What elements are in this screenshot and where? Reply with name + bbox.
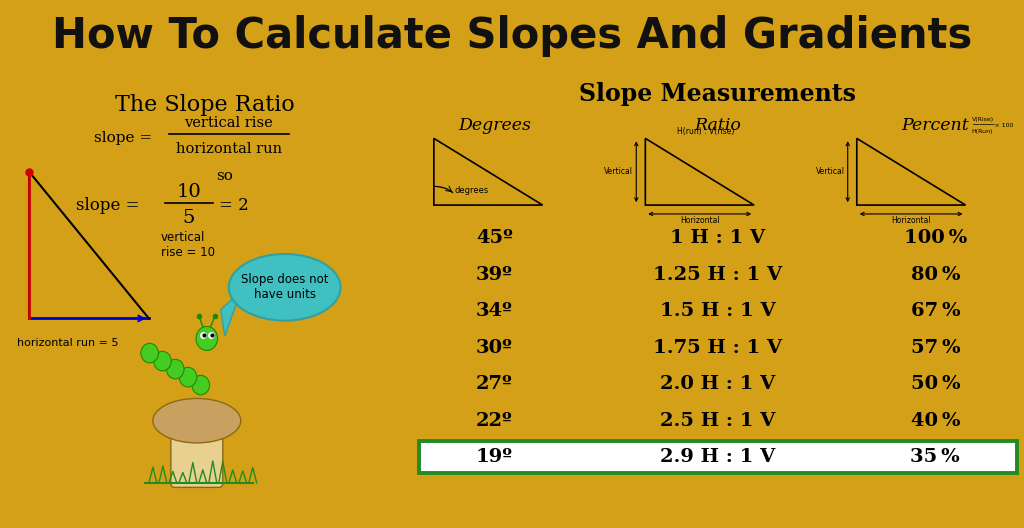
Text: 67 %: 67 % — [910, 303, 961, 320]
Text: 35 %: 35 % — [910, 448, 961, 466]
Text: = 2: = 2 — [219, 196, 249, 213]
Text: How To Calculate Slopes And Gradients: How To Calculate Slopes And Gradients — [52, 15, 972, 56]
Circle shape — [141, 343, 159, 363]
Text: Vertical: Vertical — [816, 167, 845, 176]
Text: Vertical: Vertical — [604, 167, 633, 176]
Text: 5: 5 — [182, 210, 195, 228]
Text: so: so — [216, 169, 233, 183]
Text: Horizontal: Horizontal — [891, 216, 931, 225]
Text: horizontal run = 5: horizontal run = 5 — [17, 338, 119, 348]
Text: 27º: 27º — [476, 375, 513, 393]
Text: 45º: 45º — [476, 229, 513, 248]
Text: 100 %: 100 % — [904, 229, 967, 248]
Text: vertical
rise = 10: vertical rise = 10 — [161, 231, 215, 259]
Text: Ratio: Ratio — [694, 117, 741, 134]
Text: H(run) : V(rise): H(run) : V(rise) — [677, 127, 734, 136]
Text: Slope Measurements: Slope Measurements — [580, 82, 856, 106]
Text: 57 %: 57 % — [910, 339, 961, 357]
Text: 19º: 19º — [476, 448, 513, 466]
Text: degrees: degrees — [455, 186, 488, 195]
Ellipse shape — [153, 399, 241, 443]
Text: 1.5 H : 1 V: 1.5 H : 1 V — [660, 303, 775, 320]
Circle shape — [193, 375, 210, 395]
Text: slope =: slope = — [94, 131, 157, 145]
Text: slope =: slope = — [76, 196, 145, 213]
Text: 22º: 22º — [476, 412, 513, 430]
Circle shape — [196, 326, 217, 351]
Text: 39º: 39º — [476, 266, 513, 284]
Text: Percent: Percent — [901, 117, 969, 134]
Text: 1.25 H : 1 V: 1.25 H : 1 V — [653, 266, 782, 284]
Text: 2.9 H : 1 V: 2.9 H : 1 V — [660, 448, 775, 466]
Text: vertical rise: vertical rise — [184, 116, 273, 130]
Text: 1 H : 1 V: 1 H : 1 V — [671, 229, 765, 248]
Circle shape — [154, 351, 171, 371]
Text: Slope does not
have units: Slope does not have units — [241, 274, 329, 301]
Text: The Slope Ratio: The Slope Ratio — [115, 94, 295, 116]
Text: 30º: 30º — [476, 339, 513, 357]
Text: Degrees: Degrees — [458, 117, 530, 134]
Polygon shape — [221, 292, 241, 336]
Text: 80 %: 80 % — [910, 266, 961, 284]
Text: 2.0 H : 1 V: 2.0 H : 1 V — [660, 375, 775, 393]
Circle shape — [167, 360, 184, 379]
Text: 10: 10 — [176, 183, 201, 201]
FancyBboxPatch shape — [171, 421, 223, 487]
Ellipse shape — [228, 254, 341, 320]
Text: 34º: 34º — [476, 303, 513, 320]
Text: 40 %: 40 % — [910, 412, 961, 430]
Text: 50 %: 50 % — [910, 375, 961, 393]
FancyBboxPatch shape — [419, 441, 1017, 473]
Text: horizontal run: horizontal run — [176, 143, 282, 156]
Text: Horizontal: Horizontal — [680, 216, 720, 225]
Text: 1.75 H : 1 V: 1.75 H : 1 V — [653, 339, 782, 357]
Text: 2.5 H : 1 V: 2.5 H : 1 V — [660, 412, 775, 430]
Text: V(Rise)
──────× 100
H(Run): V(Rise) ──────× 100 H(Run) — [972, 117, 1013, 134]
Circle shape — [179, 367, 197, 387]
